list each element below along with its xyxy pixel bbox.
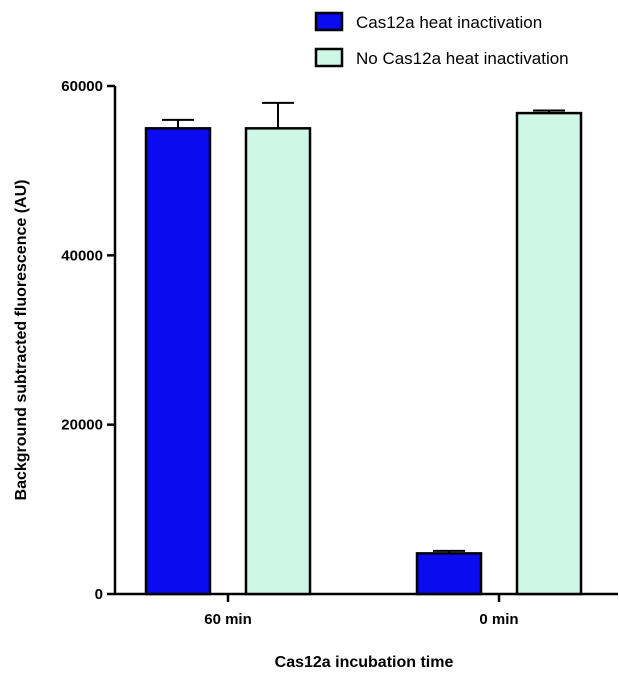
y-axis-title: Background subtracted fluorescence (AU) [13,180,30,501]
legend-label-series-1: Cas12a heat inactivation [356,13,542,32]
y-tick-label: 20000 [61,417,103,434]
y-tick-label: 0 [95,586,103,603]
y-tick-label: 60000 [61,78,103,95]
legend-label-series-2: No Cas12a heat inactivation [356,49,569,68]
x-axis-title: Cas12a incubation time [275,654,454,671]
bar-series-1-2 [415,552,483,596]
legend-item-no-cas12a-heat-inactivation: No Cas12a heat inactivation [314,47,569,68]
legend-swatch-series-1 [314,11,344,32]
x-tick-label: 0 min [479,611,518,628]
y-tick-label: 40000 [61,247,103,264]
bar-series-2-2 [515,111,583,596]
bars [144,101,583,596]
y-axis-ticks: 0 20000 40000 60000 [61,78,115,603]
legend-item-cas12a-heat-inactivation: Cas12a heat inactivation [314,11,542,32]
legend-swatch-series-2 [314,47,344,68]
bar-series-1-1 [144,127,212,596]
x-tick-label: 60 min [204,611,252,628]
bar-series-2-1 [244,127,312,596]
legend: Cas12a heat inactivation No Cas12a heat … [314,11,569,68]
x-axis-ticks: 60 min 0 min [204,594,519,628]
